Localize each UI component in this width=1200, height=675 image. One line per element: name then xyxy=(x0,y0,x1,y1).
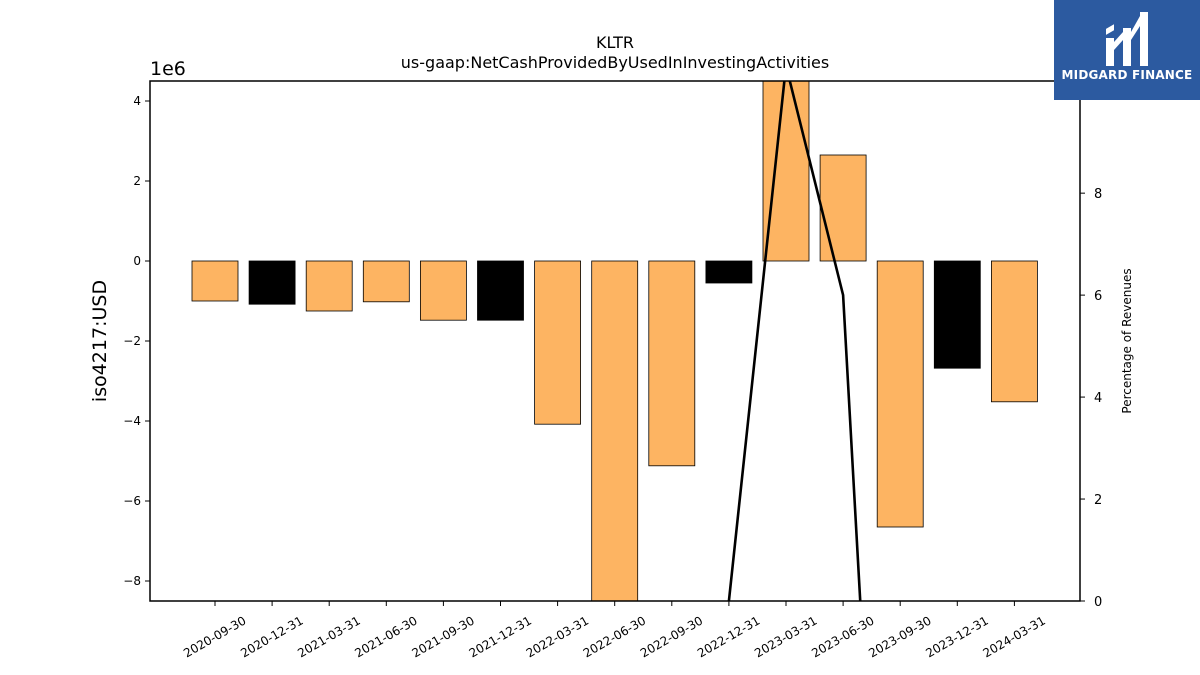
y2-tick-label: 2 xyxy=(1094,493,1102,508)
y-tick-label: 2 xyxy=(133,174,141,188)
x-tick-label: 2020-09-30 xyxy=(181,613,248,660)
y-tick-label: 4 xyxy=(133,94,141,108)
x-tick-label: 2022-03-31 xyxy=(524,613,591,660)
bar-2020-12-31 xyxy=(248,260,296,305)
bar-2023-03-31 xyxy=(762,81,810,262)
bar-2022-09-30 xyxy=(648,260,696,467)
y-ticks: −8 −6 −4 −2 0 2 4 xyxy=(123,94,150,588)
bar-2021-12-31 xyxy=(477,260,524,321)
y2-tick-label: 0 xyxy=(1094,595,1102,610)
chart-subtitle: us-gaap:NetCashProvidedByUsedInInvesting… xyxy=(401,53,829,72)
bar-2022-03-31 xyxy=(534,260,581,425)
x-tick-label: 2022-06-30 xyxy=(581,613,648,660)
percentage-line-series xyxy=(727,81,862,601)
y-tick-label: −6 xyxy=(123,494,141,508)
x-tick-label: 2023-03-31 xyxy=(752,613,819,660)
y-offset-label: 1e6 xyxy=(150,58,186,80)
y2-axis-label: Percentage of Revenues xyxy=(1120,268,1134,413)
bar-2022-12-31 xyxy=(705,260,753,284)
y-tick-label: −2 xyxy=(123,334,141,348)
x-tick-label: 2023-09-30 xyxy=(866,613,933,660)
x-tick-label: 2021-06-30 xyxy=(352,613,419,660)
y-axis-label: iso4217:USD xyxy=(89,280,111,402)
y2-tick-label: 8 xyxy=(1094,187,1102,202)
bar-2023-06-30 xyxy=(819,154,867,262)
bar-2023-12-31 xyxy=(933,260,981,369)
x-tick-label: 2022-09-30 xyxy=(638,613,705,660)
bar-2020-09-30 xyxy=(191,260,239,302)
x-tick-label: 2023-06-30 xyxy=(809,613,876,660)
y-tick-label: 0 xyxy=(133,254,141,268)
logo-mark-icon xyxy=(1106,12,1148,66)
bar-series xyxy=(191,81,1038,601)
percentage-line xyxy=(727,81,862,601)
y2-tick-label: 4 xyxy=(1094,391,1102,406)
bar-2022-06-30 xyxy=(591,260,639,601)
x-tick-label: 2022-12-31 xyxy=(695,613,762,660)
bar-2024-03-31 xyxy=(991,260,1038,403)
chart-title: KLTR xyxy=(596,33,634,52)
x-tick-label: 2023-12-31 xyxy=(923,613,990,660)
bar-2021-06-30 xyxy=(362,260,410,303)
y-tick-label: −4 xyxy=(123,414,141,428)
x-tick-label: 2024-03-31 xyxy=(980,613,1047,660)
bar-2023-09-30 xyxy=(876,260,924,528)
y-tick-label: −8 xyxy=(123,574,141,588)
brand-logo: MIDGARD FINANCE xyxy=(1054,0,1200,100)
bar-2021-03-31 xyxy=(305,260,353,312)
x-ticks: 2020-09-302020-12-312021-03-312021-06-30… xyxy=(181,601,1048,660)
x-tick-label: 2021-12-31 xyxy=(467,613,534,660)
logo-text: MIDGARD FINANCE xyxy=(1061,68,1193,82)
y2-tick-label: 6 xyxy=(1094,289,1102,304)
bar-2021-09-30 xyxy=(419,260,467,321)
x-tick-label: 2020-12-31 xyxy=(238,613,305,660)
x-tick-label: 2021-03-31 xyxy=(295,613,362,660)
y2-ticks: 0 2 4 6 8 xyxy=(1080,187,1102,610)
x-tick-label: 2021-09-30 xyxy=(409,613,476,660)
